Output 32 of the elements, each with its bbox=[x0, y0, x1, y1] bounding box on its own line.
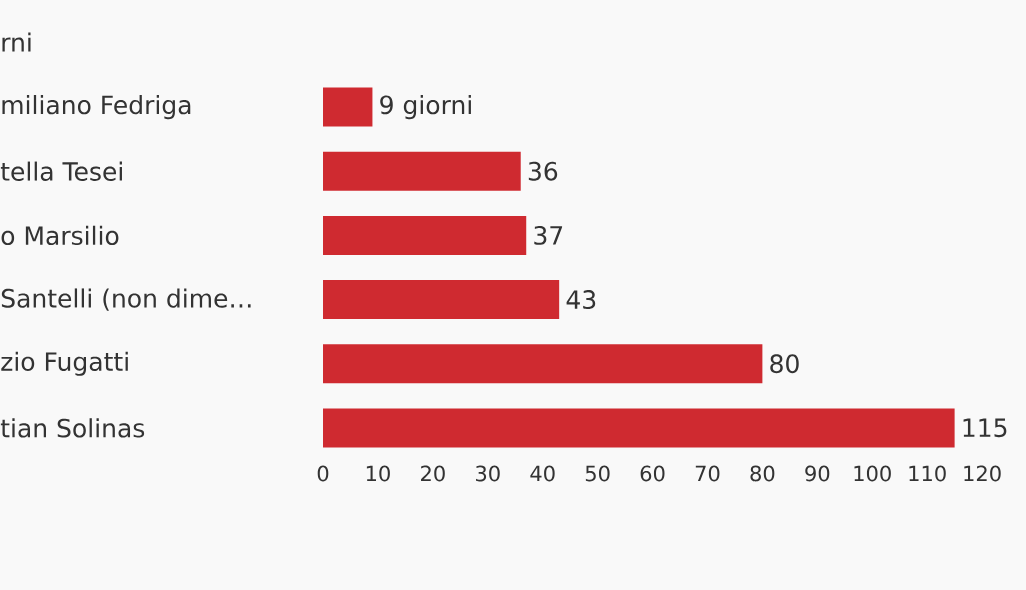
y-tick-label: Santelli (non dime… bbox=[1, 288, 251, 311]
y-tick-label: tian Solinas bbox=[0, 418, 145, 438]
x-tick-label: 20 bbox=[421, 465, 445, 482]
data-label: 9 giorni bbox=[380, 94, 471, 120]
x-tick-label: 100 bbox=[854, 465, 891, 482]
y-tick-label: miliano Fedriga bbox=[2, 94, 191, 120]
x-tick-label: 40 bbox=[530, 465, 555, 482]
x-tick-label: 60 bbox=[640, 465, 665, 482]
bar bbox=[323, 280, 560, 320]
x-tick-label: 0 bbox=[317, 465, 329, 482]
y-tick-label: o Marsilio bbox=[1, 225, 119, 246]
x-tick-label: 120 bbox=[964, 465, 1001, 482]
bar bbox=[323, 408, 955, 448]
bar bbox=[323, 87, 373, 127]
x-tick-label: 70 bbox=[695, 465, 720, 482]
y-tick-label: zio Fugatti bbox=[1, 351, 128, 376]
data-label: 37 bbox=[534, 225, 563, 245]
bar bbox=[323, 151, 521, 191]
data-label: 36 bbox=[528, 161, 558, 181]
x-tick-label: 50 bbox=[585, 465, 610, 482]
x-tick-label: 10 bbox=[366, 465, 390, 482]
x-tick-label: 30 bbox=[476, 465, 500, 482]
bar bbox=[323, 215, 527, 255]
data-label: 80 bbox=[770, 354, 799, 374]
y-tick-label: tella Tesei bbox=[0, 161, 122, 181]
data-label: 115 bbox=[963, 418, 1007, 438]
data-label: 43 bbox=[566, 290, 596, 310]
bar bbox=[323, 344, 763, 384]
x-tick-label: 80 bbox=[750, 465, 775, 482]
text: rni bbox=[2, 32, 31, 52]
x-tick-label: 90 bbox=[805, 465, 830, 482]
x-tick-label: 110 bbox=[909, 465, 946, 482]
